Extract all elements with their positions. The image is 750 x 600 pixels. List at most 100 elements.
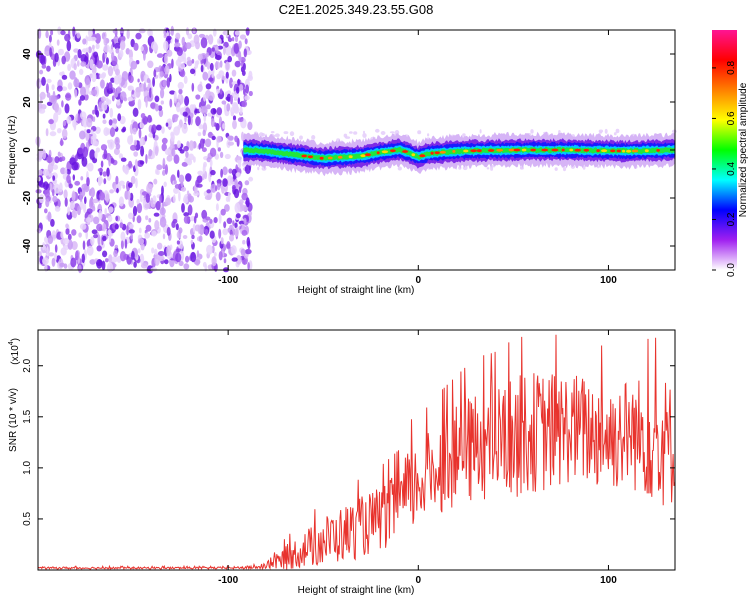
spectrogram-noise-blob: [245, 197, 250, 208]
spectrogram-noise-blob: [203, 113, 207, 123]
spectrogram-noise-blob: [181, 203, 185, 213]
spectrogram-noise-blob: [107, 82, 113, 91]
spectrogram-noise-blob: [117, 74, 122, 85]
spectrogram-hot-spot: [530, 148, 536, 152]
spectrogram-noise-blob: [70, 257, 77, 268]
spectrogram-noise-blob: [193, 215, 197, 224]
spectrogram-hot-spot: [411, 153, 416, 157]
spectrogram-hot-spot: [569, 148, 574, 152]
spectrogram-noise-blob: [73, 78, 80, 88]
spectrogram-noise-blob: [178, 174, 185, 184]
spectrogram-noise-blob: [185, 42, 192, 50]
spectrogram-noise-blob: [244, 180, 250, 186]
spectrogram-noise-blob: [219, 151, 224, 159]
spectrogram-noise-blob: [131, 90, 134, 95]
spectrogram-noise-blob: [133, 151, 139, 157]
spectrogram-noise-blob: [198, 124, 204, 130]
spectrogram-noise-blob: [75, 250, 79, 261]
spectrogram-noise-blob: [187, 193, 192, 202]
spectrogram-noise-blob: [136, 215, 142, 224]
spectrogram-noise-blob: [147, 28, 152, 37]
spectrogram-noise-blob: [89, 36, 97, 42]
spectrogram-noise-blob: [127, 190, 131, 201]
spectrogram-noise-blob: [175, 59, 182, 67]
spectrogram-noise-blob: [207, 34, 214, 45]
spectrogram-noise-blob: [397, 166, 402, 171]
spectrogram-noise-blob: [127, 96, 134, 102]
spectrogram-noise-blob: [131, 250, 135, 260]
spectrogram-noise-blob: [90, 135, 97, 146]
spectrogram-noise-blob: [45, 83, 49, 94]
spectrogram-noise-blob: [180, 181, 184, 188]
spectrogram-noise-blob: [108, 206, 114, 213]
spectrogram-noise-blob: [248, 70, 253, 79]
spectrogram-noise-blob: [57, 26, 62, 35]
spectrogram-noise-blob: [101, 223, 107, 232]
snr-x-tick-label: 100: [600, 575, 617, 586]
spectrogram-noise-blob: [132, 205, 138, 217]
svg-text:(x104): (x104): [8, 338, 21, 365]
spectrogram-noise-blob: [261, 133, 266, 137]
spectrogram-noise-blob: [198, 235, 203, 243]
spectrogram-noise-blob: [74, 89, 78, 98]
spectrogram-noise-blob: [40, 96, 43, 104]
spectrogram-noise-blob: [82, 38, 87, 45]
spectrogram-noise-blob: [59, 71, 65, 76]
spectrogram-noise-blob: [42, 168, 50, 177]
spectrogram-noise-blob: [87, 29, 93, 37]
spectrogram-noise-blob: [216, 88, 221, 94]
spectrogram-noise-blob: [155, 200, 161, 211]
spectrogram-noise-blob: [175, 252, 182, 263]
spectrogram-noise-blob: [554, 167, 558, 171]
spectrogram-noise-blob: [153, 212, 160, 217]
spectrogram-noise-blob: [61, 86, 68, 91]
spectrogram-noise-blob: [56, 39, 60, 46]
spectrogram-noise-blob: [183, 196, 189, 204]
spectrogram-noise-blob: [51, 84, 55, 91]
spectrogram-noise-blob: [89, 59, 94, 69]
spectrogram-noise-blob: [154, 103, 159, 112]
spectrogram-noise-blob: [107, 262, 114, 273]
spectrogram-noise-blob: [227, 37, 233, 43]
spectrogram-noise-blob: [228, 168, 233, 174]
spectrogram-noise-blob: [114, 42, 121, 50]
spectrogram-noise-blob: [138, 28, 146, 34]
spectrogram-noise-blob: [97, 176, 103, 185]
spectrogram-noise-blob: [71, 190, 76, 202]
spectrogram-noise-blob: [71, 229, 77, 236]
spectrogram-noise-blob: [60, 167, 66, 175]
spectrogram-noise-blob: [140, 73, 144, 82]
spectrogram-noise-blob: [127, 135, 134, 145]
spectrogram-noise-blob: [234, 35, 239, 43]
spectrogram-noise-blob: [201, 105, 208, 115]
spectrogram-noise-blob: [161, 126, 165, 134]
colorbar: 0.0 0.2 0.4 0.6 0.8 Normalized spectral ampl…: [712, 30, 749, 277]
spectrogram-noise-blob: [80, 86, 86, 97]
spectrogram-noise-blob: [234, 60, 241, 68]
spectrogram-noise-blob: [155, 124, 162, 131]
spectrogram-noise-blob: [37, 169, 43, 176]
spectrogram-noise-blob: [117, 113, 122, 122]
spectrogram-noise-blob: [146, 265, 154, 274]
spectrogram-noise-blob: [210, 169, 216, 176]
spectrogram-noise-blob: [45, 128, 49, 137]
spectrogram-noise-blob: [232, 115, 237, 121]
spectrogram-noise-blob: [133, 139, 138, 146]
spectrogram-y-ticks: -40 -20 0 20 40: [22, 48, 675, 253]
spectrogram-noise-blob: [235, 172, 241, 178]
spectrogram-hot-spot: [513, 148, 521, 152]
spectrogram-noise-blob: [156, 53, 164, 58]
spectrogram-noise-blob: [63, 263, 68, 269]
spectrogram-noise-blob: [128, 212, 134, 220]
spectrogram-noise-blob: [140, 145, 145, 157]
spectrogram-noise-blob: [102, 64, 109, 71]
spectrogram-noise-blob: [176, 240, 180, 245]
spectrogram-noise-blob: [103, 149, 108, 160]
spectrogram-noise-blob: [139, 122, 145, 129]
spectrogram-noise-blob: [94, 150, 98, 159]
spectrogram-noise-blob: [173, 194, 176, 204]
spectrogram-noise-blob: [210, 183, 217, 193]
spectrogram-noise-blob: [86, 129, 91, 134]
spectrogram-noise-blob: [67, 82, 73, 90]
spectrogram-noise-blob: [57, 151, 61, 157]
